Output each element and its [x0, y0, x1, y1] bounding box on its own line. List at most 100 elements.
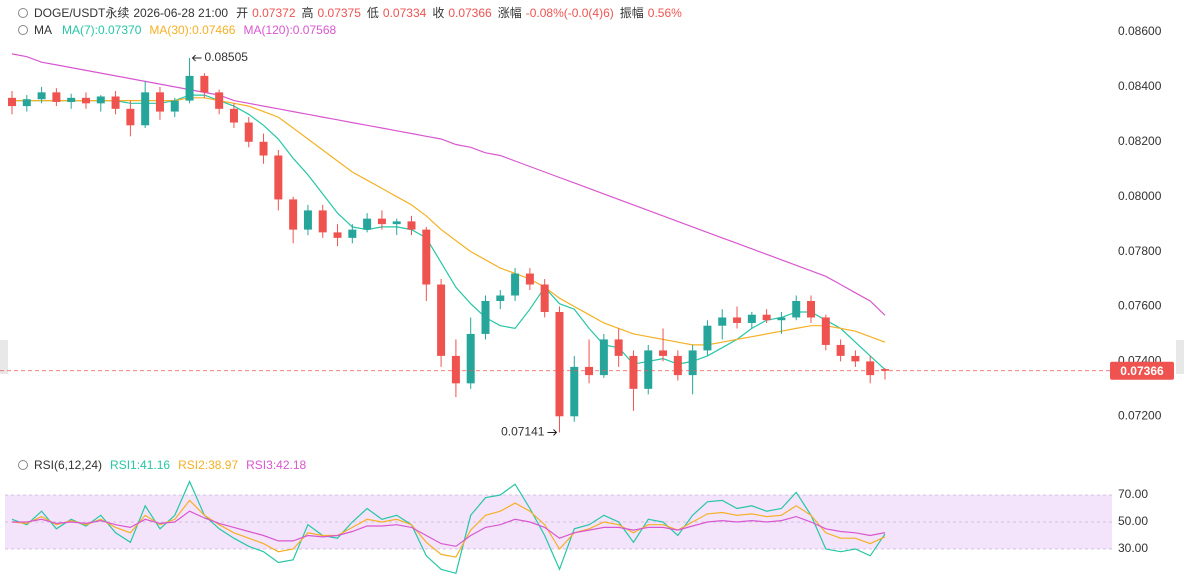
candle-body	[274, 155, 283, 200]
candle-body	[37, 92, 46, 100]
candle-body	[244, 122, 253, 142]
header: DOGE/USDT永续 2026-06-28 21:00 开 0.07372 高 0.…	[18, 4, 688, 21]
y-tick-label: 0.07200	[1118, 408, 1162, 422]
low-annotation: 0.07141	[501, 425, 545, 439]
y-tick-label: 0.08600	[1118, 24, 1162, 38]
y-tick-label: 0.08400	[1118, 79, 1162, 93]
y-tick-label: 70.00	[1118, 487, 1148, 501]
candle-body	[807, 300, 816, 318]
candle-body	[540, 284, 549, 312]
last-price-label: 0.07366	[1120, 364, 1164, 378]
left-tab	[0, 340, 8, 374]
candle-body	[363, 218, 372, 230]
field-value: -0.08%(-0.0(4)6)	[525, 5, 614, 20]
candle-body	[614, 339, 623, 356]
candle-body	[733, 317, 742, 323]
arrow	[191, 54, 202, 62]
candle-body	[836, 344, 845, 356]
candle-body	[570, 366, 579, 417]
collapse-icon[interactable]	[18, 25, 28, 35]
candle-body	[407, 221, 416, 230]
candle-body	[392, 221, 401, 225]
candle-body	[762, 314, 771, 321]
rsi-title: RSI(6,12,24)	[34, 458, 103, 472]
ma-title: MA	[34, 23, 52, 37]
rsi-legend: RSI(6,12,24) RSI1:41.16 RSI2:38.97 RSI3:42…	[18, 458, 314, 472]
candle-body	[185, 75, 194, 101]
field-label: 振幅	[619, 6, 644, 20]
collapse-icon[interactable]	[18, 460, 28, 470]
field-label: 低	[366, 6, 379, 20]
candle-body	[688, 350, 697, 376]
candle-body	[289, 199, 298, 230]
candle-body	[200, 75, 209, 93]
field-label: 涨幅	[497, 6, 522, 20]
right-tab	[1176, 340, 1184, 374]
arrow	[547, 429, 558, 436]
candle-body	[141, 92, 150, 126]
candle-body	[599, 339, 608, 376]
candle-body	[437, 284, 446, 356]
y-tick-label: 50.00	[1118, 514, 1148, 528]
time: 2026-06-28 21:00	[133, 5, 229, 20]
candle-body	[496, 295, 505, 301]
y-tick-label: 0.08200	[1118, 134, 1162, 148]
legend-entry: RSI2:38.97	[178, 458, 239, 472]
field-value: 0.07375	[317, 5, 361, 20]
candle-body	[22, 99, 31, 107]
candle-body	[333, 232, 342, 238]
symbol: DOGE/USDT永续	[34, 6, 130, 20]
candle-body	[466, 333, 475, 384]
candle-body	[52, 92, 61, 102]
y-tick-label: 0.08000	[1118, 189, 1162, 203]
candle-body	[422, 229, 431, 285]
candle-body	[81, 97, 90, 104]
candle-body	[629, 355, 638, 389]
field-value: 0.07334	[382, 5, 427, 20]
candle-body	[703, 325, 712, 351]
collapse-icon[interactable]	[18, 7, 28, 18]
ma-legend: MA MA(7):0.07370 MA(30):0.07466 MA(120):0.…	[18, 23, 344, 37]
line	[11, 480, 886, 575]
last-price-box	[1110, 361, 1174, 380]
candle-body	[377, 218, 386, 225]
candle-body	[229, 108, 238, 123]
legend-entry: RSI3:42.18	[246, 458, 307, 472]
candle-body	[259, 141, 268, 156]
candle-body	[126, 108, 135, 126]
candle-body	[451, 355, 460, 384]
candle-body	[525, 273, 534, 285]
y-tick-label: 30.00	[1118, 541, 1148, 555]
line	[12, 94, 886, 371]
legend-entry: MA(120):0.07568	[243, 23, 337, 37]
candle-body	[96, 96, 105, 104]
candle-body	[777, 317, 786, 321]
candle-body	[8, 97, 16, 107]
field-value: 0.07366	[448, 5, 492, 20]
candle-body	[303, 210, 312, 230]
candle-body	[555, 311, 564, 417]
candle-body	[170, 100, 179, 112]
legend-entry: MA(30):0.07466	[149, 23, 236, 37]
y-tick-label: 0.07800	[1118, 244, 1162, 258]
line	[11, 53, 886, 316]
candle-body	[881, 369, 889, 371]
line	[12, 97, 886, 346]
candle-body	[318, 210, 327, 233]
candle-body	[481, 300, 490, 334]
candle-body	[659, 350, 668, 356]
field-label: 开	[236, 6, 249, 20]
legend-entry: MA(7):0.07370	[62, 23, 142, 37]
candle-body	[718, 317, 727, 326]
legend-entry: RSI1:41.16	[110, 458, 171, 472]
field-label: 高	[301, 6, 314, 20]
candle-body	[792, 300, 801, 318]
candle-body	[644, 350, 653, 389]
high-annotation: 0.08505	[205, 50, 249, 64]
candle-body	[673, 355, 682, 376]
line	[12, 510, 886, 547]
field-value: 0.56%	[647, 5, 682, 20]
candle-body	[747, 314, 756, 323]
